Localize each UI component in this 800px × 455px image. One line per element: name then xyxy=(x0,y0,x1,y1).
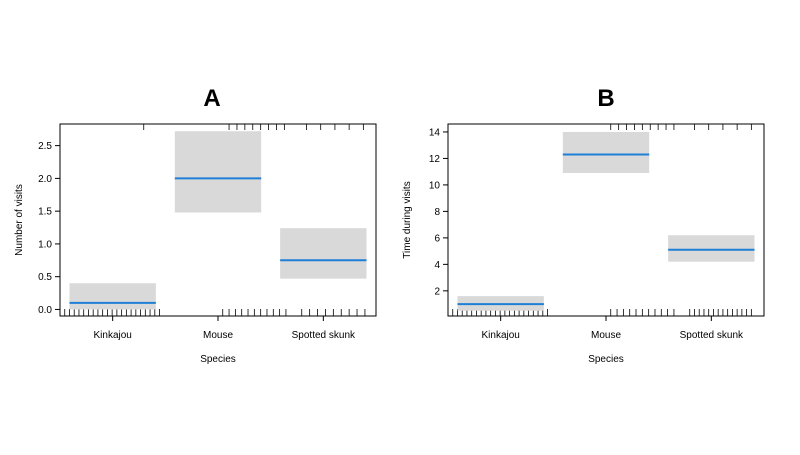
panel-b-y-tick-label: 4 xyxy=(434,260,440,271)
panel-b-x-tick-label: Spotted skunk xyxy=(680,330,744,341)
panel-a-ci-band-spotted-skunk xyxy=(280,228,367,279)
panel-a-x-tick-label: Spotted skunk xyxy=(292,330,356,341)
panel-a-y-tick-label: 2.5 xyxy=(38,141,52,152)
panel-a-x-tick-label: Mouse xyxy=(203,330,233,341)
panel-a-rug-top xyxy=(143,124,364,130)
panel-a-x-axis-title: Species xyxy=(200,354,236,365)
panel-a-y-tick-label: 1.5 xyxy=(38,207,52,218)
panel-b-ci-band-mouse xyxy=(562,131,650,173)
panel-a-y-tick-label: 2.0 xyxy=(38,174,52,185)
panel-b-ci-band-spotted-skunk xyxy=(668,235,755,262)
panel-a-y-tick-label: 0.5 xyxy=(38,272,52,283)
panel-b-x-tick-label: Kinkajou xyxy=(481,330,519,341)
panel-a-estimate-lines xyxy=(69,177,367,304)
panel-b-y-tick-label: 6 xyxy=(434,233,440,244)
panel-a-y-axis: 0.0 0.5 1.0 1.5 2.0 2.5 xyxy=(38,141,60,316)
panel-b-y-tick-label: 14 xyxy=(429,127,441,138)
panel-b-y-axis: 2 4 6 8 10 12 14 xyxy=(429,127,448,297)
panel-a-x-axis: Kinkajou Mouse Spotted skunk xyxy=(93,316,356,341)
panel-a-ci-band-kinkajou xyxy=(69,283,156,310)
panel-b-y-tick-label: 8 xyxy=(434,207,440,218)
panel-b-x-axis: Kinkajou Mouse Spotted skunk xyxy=(481,316,744,341)
panel-a: A 0.0 0.5 1.0 1.5 2.0 2.5 Kinkajou Mouse Spotte… xyxy=(14,85,377,365)
panel-b-estimate-lines xyxy=(457,153,755,306)
panel-a-ci-band-mouse xyxy=(174,131,262,213)
panel-a-y-tick-label: 1.0 xyxy=(38,239,52,250)
panel-a-title: A xyxy=(203,85,220,112)
panel-b-title: B xyxy=(597,85,614,112)
panel-b-y-axis-title: Time during visits xyxy=(402,181,413,258)
panel-a-rug-bottom xyxy=(64,309,366,316)
panel-a-x-tick-label: Kinkajou xyxy=(93,330,131,341)
panel-b-confidence-bands xyxy=(457,131,755,311)
panel-b-y-tick-label: 12 xyxy=(429,154,441,165)
panel-b-x-axis-title: Species xyxy=(588,354,624,365)
panel-b-rug-top xyxy=(610,124,752,130)
panel-a-confidence-bands xyxy=(69,131,367,310)
panel-b-y-tick-label: 10 xyxy=(429,180,441,191)
panel-a-y-axis-title: Number of visits xyxy=(14,184,25,256)
panel-a-y-tick-label: 0.0 xyxy=(38,305,52,316)
panel-b-x-tick-label: Mouse xyxy=(591,330,621,341)
panel-b-y-tick-label: 2 xyxy=(434,286,440,297)
